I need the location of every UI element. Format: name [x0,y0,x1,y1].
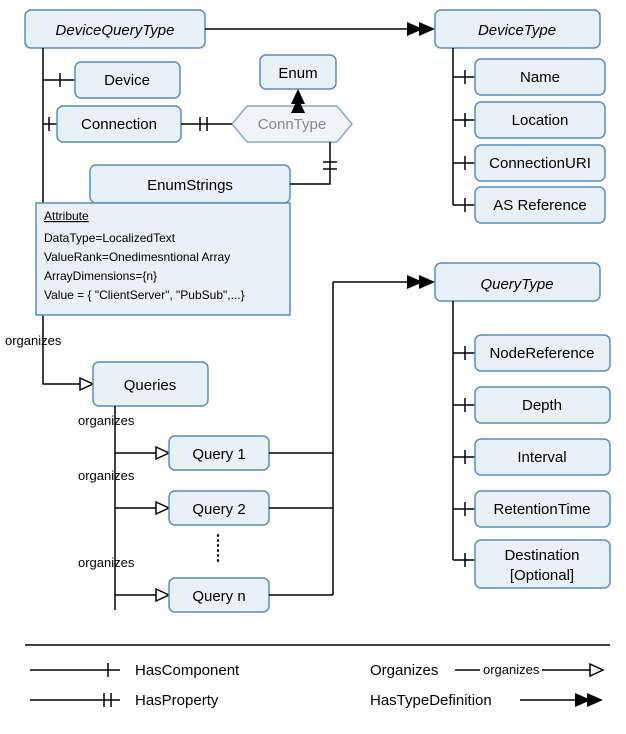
nodereference-label: NodeReference [489,345,594,362]
location-label: Location [512,112,569,129]
organizes-label-3: organizes [78,468,135,483]
queries-label: Queries [124,377,177,394]
enum-label: Enum [278,65,317,82]
legend-organizes: Organizes [370,662,438,679]
attribute-l2: ValueRank=Onedimesntional Array [44,250,230,264]
queryn-label: Query n [192,588,245,605]
attribute-l1: DataType=LocalizedText [44,231,176,245]
legend-organizes-word: organizes [483,662,540,677]
organizes-label-2: organizes [78,413,135,428]
attribute-l4: Value = { "ClientServer", "PubSub",...} [44,288,245,302]
interval-label: Interval [517,449,566,466]
retentiontime-label: RetentionTime [494,501,591,518]
conntype-label: ConnType [258,116,326,133]
legend-hascomponent: HasComponent [135,662,240,679]
device-label: Device [104,72,150,89]
query1-label: Query 1 [192,446,245,463]
connuri-label: ConnectionURI [489,155,591,172]
device-query-type-label: DeviceQueryType [56,22,175,39]
organizes-label-4: organizes [78,555,135,570]
asref-label: AS Reference [493,197,586,214]
connection-label: Connection [81,116,157,133]
name-label: Name [520,69,560,86]
enumstrings-label: EnumStrings [147,177,233,194]
ellipsis2: ⋮ [211,547,228,564]
query2-label: Query 2 [192,501,245,518]
legend-hastypedef: HasTypeDefinition [370,692,492,709]
device-type-label: DeviceType [478,22,556,39]
attribute-header: Attribute [44,209,89,223]
query-type-label: QueryType [480,276,553,293]
destination-label2: [Optional] [510,567,574,584]
legend-hasproperty: HasProperty [135,692,219,709]
destination-label1: Destination [504,547,579,564]
organizes-label-1: organizes [5,333,62,348]
depth-label: Depth [522,397,562,414]
attribute-l3: ArrayDimensions={n} [44,269,157,283]
